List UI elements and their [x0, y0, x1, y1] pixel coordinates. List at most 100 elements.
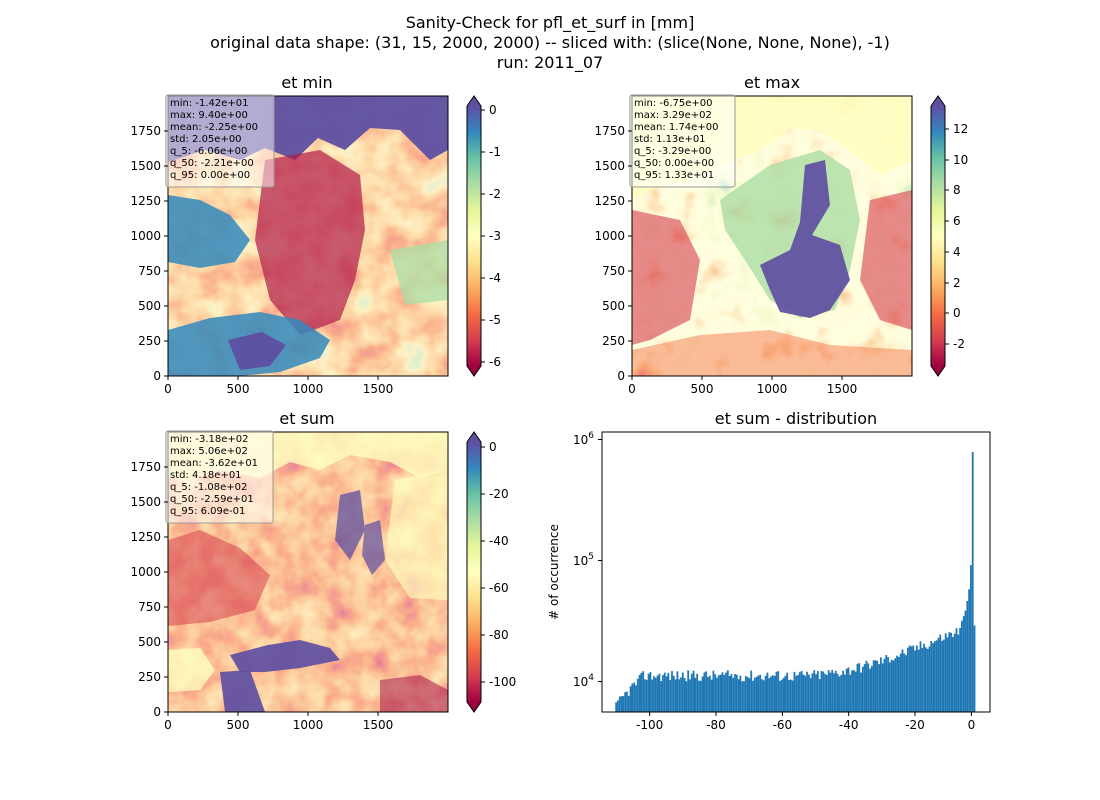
- axes-frame-distribution: [601, 431, 991, 713]
- suptitle-line-1: Sanity-Check for pfl_et_surf in [mm]: [405, 13, 695, 32]
- histogram-bar: [923, 643, 925, 712]
- histogram-bar: [935, 640, 938, 712]
- colorbar-et-sum: 0 -20 -40 -60 -80 -100: [466, 431, 516, 713]
- histogram-bar: [944, 633, 947, 712]
- x-tick-label: 1500: [363, 718, 394, 732]
- colorbar-et-min: 0 -1 -2 -3 -4 -5 -6: [466, 95, 501, 377]
- histogram-bar: [690, 673, 693, 712]
- histogram-bar: [678, 679, 681, 712]
- histogram-bar: [919, 641, 922, 712]
- histogram-bar: [752, 680, 754, 712]
- histogram-bar: [849, 674, 852, 712]
- histogram-bar: [930, 640, 933, 712]
- histogram-bar: [764, 675, 767, 712]
- histogram-bar: [809, 678, 812, 712]
- histogram-bar: [732, 677, 735, 712]
- histogram-bar: [825, 674, 828, 712]
- histogram-bar: [811, 673, 814, 712]
- histogram-bar: [881, 663, 884, 712]
- y-tick-label: 106: [573, 431, 594, 447]
- histogram-bar: [782, 677, 785, 712]
- histogram-bar: [917, 649, 920, 712]
- stat-line: min: -1.42e+01: [170, 98, 249, 109]
- x-tick-label: 1000: [757, 382, 788, 396]
- histogram-bar: [753, 677, 756, 712]
- histogram-bar: [771, 675, 774, 712]
- histogram-bar: [627, 695, 630, 712]
- colorbar-tick-label: -1: [489, 145, 501, 159]
- stat-line: max: 3.29e+02: [634, 110, 712, 121]
- histogram-bar: [629, 686, 632, 712]
- stat-line: mean: 1.74e+00: [634, 122, 718, 133]
- y-tick-label: 1750: [130, 460, 161, 474]
- histogram-bar: [847, 667, 850, 712]
- histogram-bar: [892, 660, 895, 712]
- histogram-bar: [698, 680, 700, 712]
- histogram-bar: [827, 670, 830, 712]
- histogram-bar: [955, 628, 958, 712]
- histogram-bar: [838, 676, 841, 712]
- histogram-bar: [757, 675, 760, 712]
- y-tick-label: 1750: [594, 124, 625, 138]
- histogram-bar: [851, 670, 853, 712]
- histogram-bar: [890, 659, 893, 712]
- y-tick-label: 105: [573, 552, 594, 568]
- histogram-bar: [789, 679, 792, 712]
- y-tick-label: 1500: [130, 159, 161, 173]
- stat-line: q_5: -3.29e+00: [634, 146, 711, 157]
- histogram-bar: [716, 677, 718, 712]
- x-tick-label: 0: [164, 382, 172, 396]
- y-tick-label: 250: [602, 334, 625, 348]
- histogram-bar: [744, 675, 747, 712]
- histogram-bar: [647, 673, 650, 712]
- histogram-bar: [759, 674, 762, 712]
- histogram-bar: [717, 675, 720, 712]
- histogram-bar: [924, 647, 927, 712]
- histogram-bar: [793, 671, 796, 712]
- histogram-bar: [876, 660, 879, 712]
- histogram-bar: [768, 678, 771, 712]
- stat-line: max: 5.06e+02: [170, 446, 248, 457]
- histogram-bars: [615, 451, 976, 712]
- histogram-bar: [617, 700, 619, 712]
- histogram-bar: [640, 672, 643, 712]
- y-ticks-et-max: 0 250 500 750 1000 1250 1500 1750: [594, 124, 632, 383]
- histogram-bar: [861, 666, 864, 712]
- histogram-bar: [784, 675, 787, 712]
- histogram-bar: [888, 662, 891, 712]
- histogram-bar: [662, 675, 664, 712]
- colorbar-tick-label: 2: [953, 276, 961, 290]
- colorbar-tick-label: -3: [489, 229, 501, 243]
- histogram-bar: [795, 675, 798, 712]
- histogram-bar: [894, 658, 897, 712]
- histogram-bar: [870, 666, 873, 712]
- histogram-bar: [791, 680, 794, 712]
- histogram-bar: [676, 671, 679, 712]
- histogram-bar: [939, 634, 942, 712]
- y-tick-label: 0: [617, 369, 625, 383]
- histogram-bar: [860, 672, 862, 712]
- colorbar-tick-label: -60: [489, 581, 509, 595]
- histogram-bar: [973, 625, 976, 712]
- colorbar-tick-label: -5: [489, 313, 501, 327]
- histogram-bar: [656, 675, 659, 712]
- histogram-bar: [687, 670, 690, 712]
- histogram-bar: [912, 645, 915, 712]
- histogram-bar: [618, 696, 621, 712]
- suptitle-line-3: run: 2011_07: [496, 53, 604, 72]
- histogram-bar: [672, 675, 675, 712]
- histogram-bar: [707, 676, 709, 712]
- histogram-bar: [953, 633, 956, 712]
- histogram-bar: [926, 648, 929, 712]
- stats-box-et-max: min: -6.75e+00 max: 3.29e+02 mean: 1.74e…: [629, 94, 736, 188]
- histogram-bar: [970, 565, 972, 712]
- histogram-bar: [741, 681, 744, 712]
- histogram-bar: [878, 664, 880, 712]
- histogram-bar: [748, 678, 751, 712]
- histogram-bar: [671, 671, 673, 712]
- histogram-bar: [802, 674, 805, 712]
- histogram-bar: [689, 679, 691, 712]
- y-ticks-distribution: 104 105 106: [573, 431, 602, 689]
- x-tick-label: 500: [227, 382, 250, 396]
